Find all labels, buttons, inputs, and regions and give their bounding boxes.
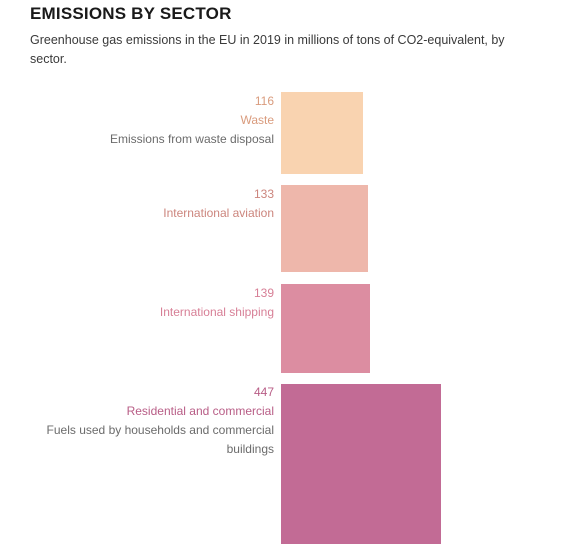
sector-label-international-aviation: 133 International aviation <box>163 185 274 223</box>
sector-description: Emissions from waste disposal <box>109 132 274 146</box>
sector-description: Fuels used by households and commercial … <box>46 423 274 456</box>
value-label: 133 <box>253 187 274 201</box>
value-label: 116 <box>254 94 274 108</box>
chart-subtitle: Greenhouse gas emissions in the EU in 20… <box>30 33 505 66</box>
chart-title: EMISSIONS BY SECTOR <box>30 4 232 23</box>
area-square-international-shipping <box>281 284 370 373</box>
value-label: 139 <box>253 286 274 300</box>
value-label: 447 <box>253 385 274 399</box>
sector-label-waste: 116 Waste Emissions from waste disposal <box>24 92 274 149</box>
sector-name: International shipping <box>159 305 274 319</box>
area-square-residential-and-commercial <box>281 384 441 544</box>
area-square-waste <box>281 92 363 174</box>
sector-name: Waste <box>240 113 274 127</box>
sector-label-international-shipping: 139 International shipping <box>160 284 274 322</box>
sector-name: Residential and commercial <box>126 404 274 418</box>
sector-name: International aviation <box>163 206 274 220</box>
area-square-international-aviation <box>281 185 368 272</box>
sector-label-residential-and-commercial: 447 Residential and commercial Fuels use… <box>24 383 274 459</box>
